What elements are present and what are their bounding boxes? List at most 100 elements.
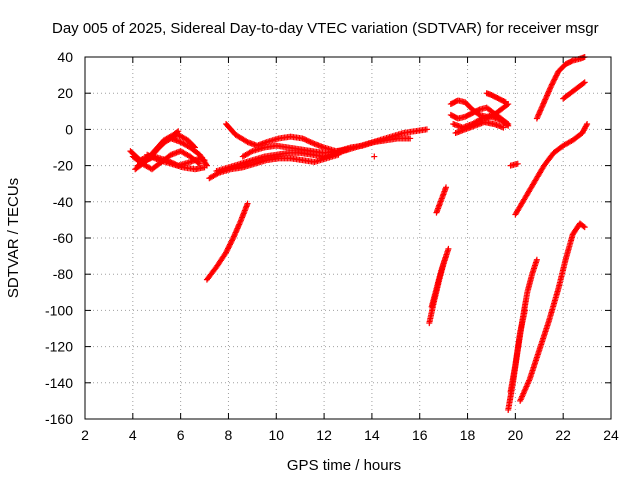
data-point xyxy=(196,160,203,167)
series-track-16 xyxy=(428,253,450,310)
y-tick-label: -60 xyxy=(53,230,73,246)
data-point xyxy=(423,126,430,133)
data-point xyxy=(225,244,232,251)
data-point xyxy=(514,160,521,167)
data-point xyxy=(203,161,210,168)
data-point xyxy=(223,249,230,256)
data-point xyxy=(550,79,557,86)
data-point xyxy=(501,98,508,105)
series-track-29 xyxy=(560,79,588,102)
data-point xyxy=(308,139,315,146)
data-point xyxy=(503,101,510,108)
data-point xyxy=(190,143,197,150)
data-point xyxy=(299,135,306,142)
data-point xyxy=(407,135,414,142)
tick-marks xyxy=(84,56,612,420)
data-point xyxy=(228,237,235,244)
series-track-17 xyxy=(433,184,450,216)
x-tick-label: 24 xyxy=(603,427,619,443)
tick-labels: 2 4 6 8 10 12 14 16 18 20 22 2440200-20-40-60-80-10… xyxy=(45,49,619,443)
data-point xyxy=(533,256,540,263)
data-point xyxy=(548,82,555,89)
x-tick-label: 8 xyxy=(225,427,233,443)
data-point xyxy=(581,79,588,86)
series-track-26 xyxy=(512,120,591,218)
x-tick-label: 10 xyxy=(268,427,284,443)
series-track-14 xyxy=(371,153,378,160)
y-tick-label: -140 xyxy=(45,375,73,391)
data-point xyxy=(550,77,557,84)
data-point xyxy=(226,242,233,249)
data-point xyxy=(445,245,452,252)
data-point xyxy=(243,138,250,145)
data-point xyxy=(553,72,560,79)
data-point xyxy=(303,137,310,144)
data-point xyxy=(500,124,507,131)
series-track-03 xyxy=(134,131,198,169)
data-point xyxy=(149,154,156,161)
data-point xyxy=(144,151,151,158)
data-point xyxy=(443,184,450,191)
y-tick-label: -120 xyxy=(45,339,73,355)
series-track-28 xyxy=(533,54,588,122)
series-track-19 xyxy=(447,104,512,127)
data-point xyxy=(152,155,159,162)
data-point xyxy=(307,139,314,146)
data-point xyxy=(583,122,590,129)
series-track-13 xyxy=(335,135,414,155)
y-tick-label: 20 xyxy=(57,85,73,101)
series-track-24 xyxy=(507,307,528,395)
data-point xyxy=(140,158,147,165)
data-point xyxy=(139,158,146,165)
grid-lines xyxy=(85,57,611,419)
x-tick-label: 22 xyxy=(555,427,571,443)
data-point xyxy=(224,246,231,253)
data-point xyxy=(223,248,230,255)
data-point xyxy=(551,76,558,83)
data-point xyxy=(191,144,198,151)
data-point xyxy=(554,71,561,78)
data-point xyxy=(580,223,587,230)
x-tick-label: 18 xyxy=(460,427,476,443)
data-point xyxy=(552,73,559,80)
data-point xyxy=(146,152,153,159)
data-point xyxy=(226,241,233,248)
series-track-11 xyxy=(239,142,340,160)
data-point xyxy=(443,253,450,260)
x-tick-label: 4 xyxy=(129,427,137,443)
data-point xyxy=(201,164,208,171)
data-point xyxy=(371,153,378,160)
data-point xyxy=(503,121,510,128)
series-track-21 xyxy=(452,119,507,137)
data-point xyxy=(304,137,311,144)
data-point xyxy=(228,238,235,245)
series-track-25 xyxy=(507,160,521,169)
x-tick-label: 2 xyxy=(81,427,89,443)
data-point xyxy=(229,236,236,243)
data-point xyxy=(244,200,251,207)
data-point xyxy=(549,80,556,87)
data-point xyxy=(505,122,512,129)
data-point xyxy=(568,58,575,65)
y-tick-label: -160 xyxy=(45,411,73,427)
data-point xyxy=(148,153,155,160)
y-tick-label: -80 xyxy=(53,266,73,282)
chart-title: Day 005 of 2025, Sidereal Day-to-day VTE… xyxy=(52,20,599,37)
data-point xyxy=(580,80,587,87)
data-point xyxy=(300,136,307,143)
data-point xyxy=(584,120,591,127)
y-tick-label: -40 xyxy=(53,194,73,210)
y-tick-label: -100 xyxy=(45,302,73,318)
data-point xyxy=(247,148,254,155)
y-axis-title: SDTVAR / TECUs xyxy=(5,178,22,298)
data-point xyxy=(581,224,588,231)
data-point xyxy=(502,99,509,106)
data-point xyxy=(153,155,160,162)
series-track-22 xyxy=(483,90,509,106)
x-tick-label: 6 xyxy=(177,427,185,443)
data-point xyxy=(302,136,309,143)
x-tick-label: 20 xyxy=(508,427,524,443)
x-axis-title: GPS time / hours xyxy=(287,457,401,474)
data-point xyxy=(150,154,157,161)
